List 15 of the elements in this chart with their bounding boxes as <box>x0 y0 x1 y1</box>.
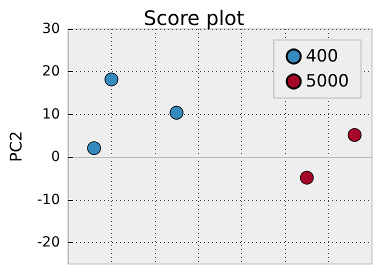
y-tick-label: 0 <box>51 149 60 166</box>
point <box>87 141 101 156</box>
y-axis-title: PC2 <box>6 131 26 162</box>
point <box>170 106 184 120</box>
point <box>348 128 362 142</box>
y-tick-label: -20 <box>37 234 60 251</box>
y-tick-label: 10 <box>42 106 60 122</box>
chart-title: Score plot <box>144 6 245 30</box>
legend-label: 5000 <box>306 72 349 92</box>
point <box>300 170 314 185</box>
y-tick-label: 20 <box>42 64 60 80</box>
y-tick-label: 30 <box>42 21 60 37</box>
point <box>104 72 118 86</box>
legend-label: 400 <box>306 46 338 66</box>
y-tick-label: -10 <box>37 192 60 208</box>
